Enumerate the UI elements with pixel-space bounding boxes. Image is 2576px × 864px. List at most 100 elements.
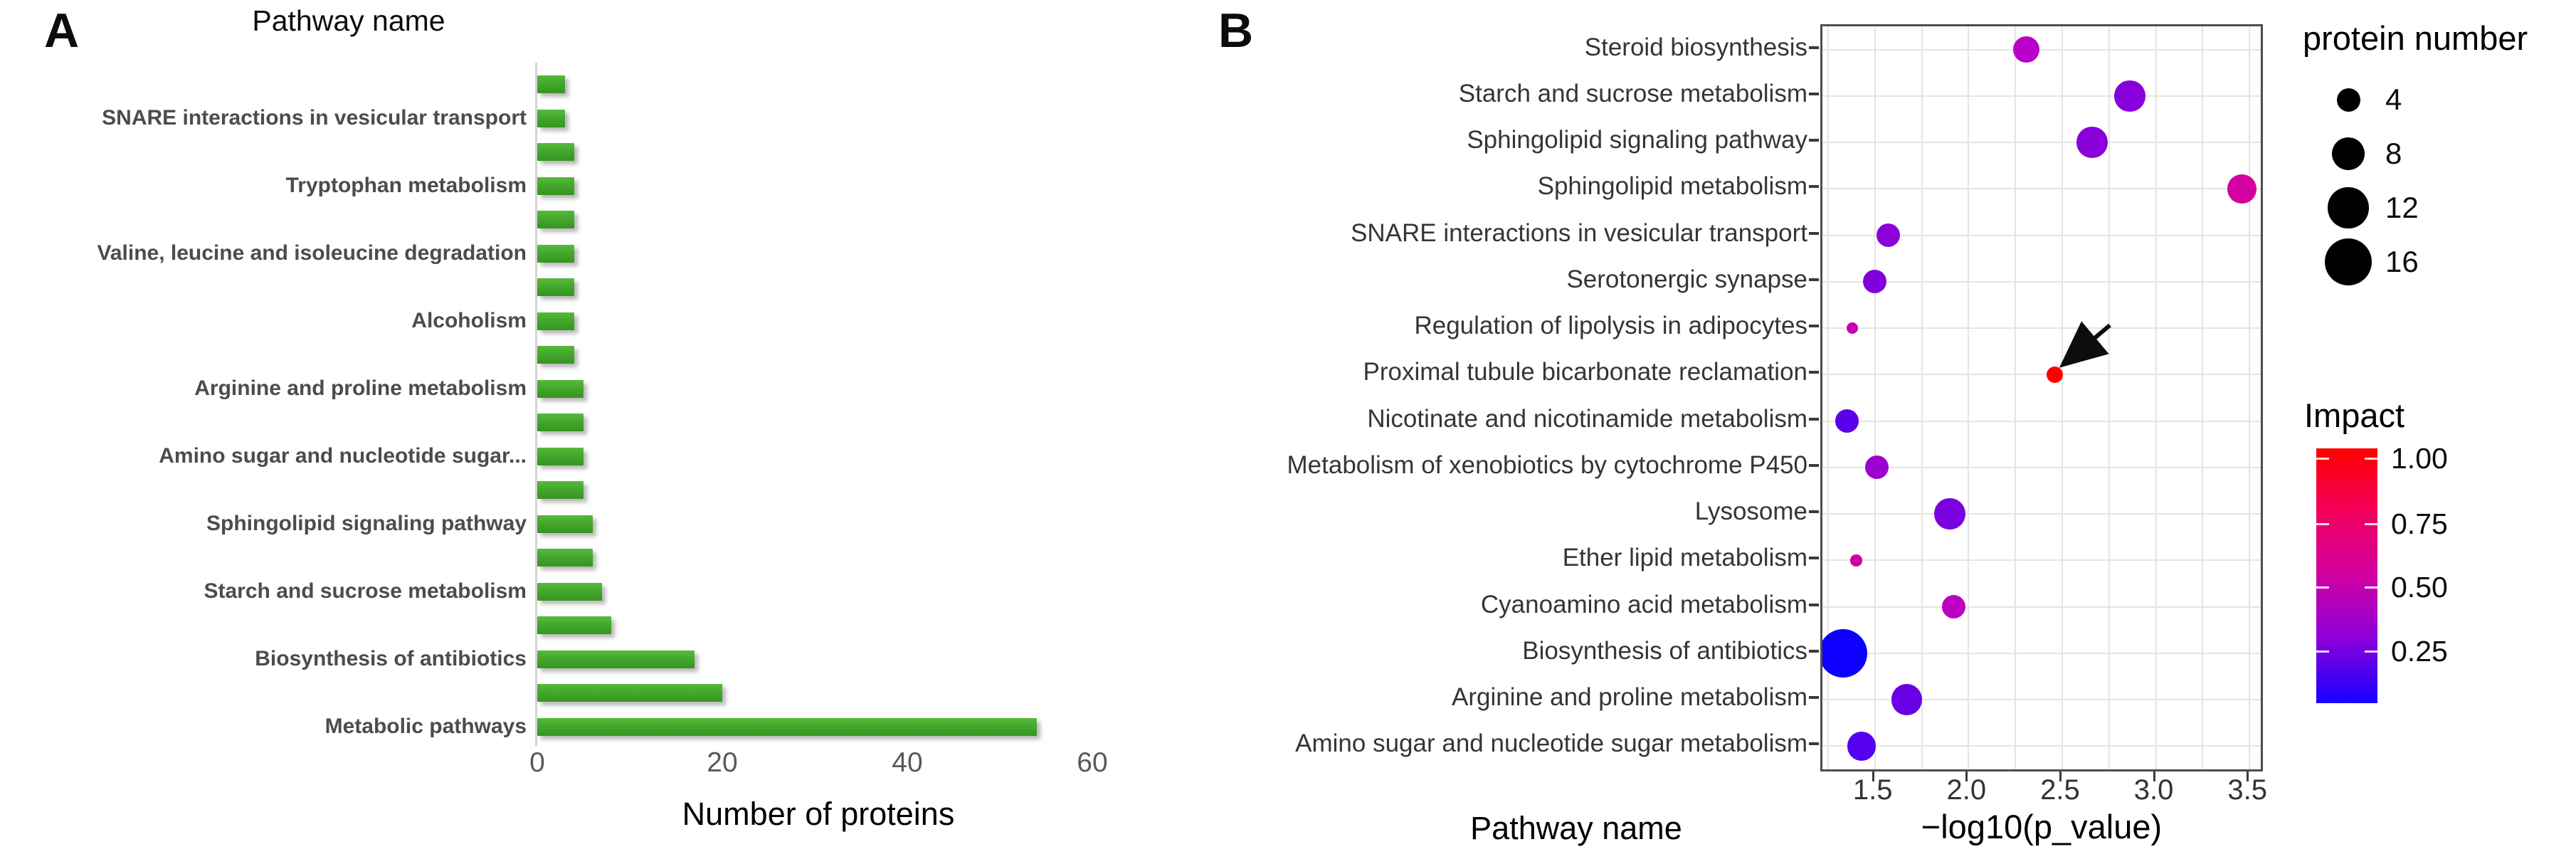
x-tick-mark [1872,771,1874,781]
panel-b-plot-area [1820,24,2263,771]
colorbar-tick-label: 0.25 [2391,634,2448,668]
data-point [2227,174,2256,204]
gridline-horizontal [1822,745,2261,747]
bar-label: Sphingolipid signaling pathway [206,512,527,536]
y-tick-mark [1809,325,1819,328]
size-legend-circle [2336,88,2360,112]
panel-a-y-axis-line [535,63,537,746]
gridline-horizontal [1822,48,2261,51]
bar [537,75,565,94]
bar-label: Valine, leucine and isoleucine degradati… [97,241,527,265]
colorbar-tick-mark [2365,586,2377,589]
bar-label: Metabolic pathways [324,715,527,739]
gridline-vertical [2015,26,2017,769]
data-point [2013,36,2040,63]
x-tick-label: 2.0 [1946,774,1987,806]
data-point [1934,498,1965,530]
gridline-vertical [1874,26,1876,769]
pathway-label: Metabolism of xenobiotics by cytochrome … [1287,451,1807,479]
bar-label: Alcoholism [411,309,527,333]
size-legend-value: 8 [2385,137,2402,170]
gridline-vertical [2155,26,2157,769]
bar [537,177,574,195]
gridline-horizontal [1822,374,2261,376]
y-tick-mark [1809,557,1819,560]
x-tick-mark [2247,771,2249,781]
bar [537,346,574,364]
gridline-horizontal [1822,95,2261,97]
bar [537,413,584,432]
pathway-label: Steroid biosynthesis [1584,33,1807,61]
size-legend-value: 16 [2385,245,2419,278]
y-tick-mark [1809,185,1819,189]
x-tick-label: 3.0 [2133,774,2174,806]
bar [537,278,574,297]
colorbar-tick-mark [2365,650,2377,653]
colorbar-tick-mark [2316,586,2329,589]
panel-b-y-axis-title: Pathway name [1470,810,1682,846]
bar [537,616,611,635]
bar [537,650,695,668]
bar [537,447,584,465]
panel-a-title: Pathway name [252,4,445,37]
data-point [1822,628,1867,678]
bar [537,549,593,567]
colorbar-tick-label: 0.75 [2391,507,2448,540]
gridline-horizontal [1822,652,2261,654]
size-legend-value: 4 [2385,83,2402,116]
pathway-label: Proximal tubule bicarbonate reclamation [1363,358,1808,386]
annotation-arrow [2059,321,2111,368]
bar-label: SNARE interactions in vesicular transpor… [102,106,527,130]
x-tick-mark [2153,771,2155,781]
y-tick-mark [1809,649,1819,653]
bar [537,515,593,533]
pathway-label: Arginine and proline metabolism [1452,683,1807,712]
x-tick-label: 3.5 [2227,774,2267,806]
gridline-horizontal [1822,234,2261,236]
x-tick-label: 1.5 [1852,774,1893,806]
size-legend-circle [2328,187,2369,228]
gridline-horizontal [1822,280,2261,283]
colorbar-tick-mark [2316,458,2329,460]
gridline-vertical [1968,26,1970,769]
color-legend-title: Impact [2304,396,2405,434]
pathway-label: Serotonergic synapse [1566,265,1807,293]
x-tick-label: 2.5 [2040,774,2080,806]
y-tick-mark [1809,278,1819,281]
bar-label: Biosynthesis of antibiotics [255,647,527,671]
pathway-label: SNARE interactions in vesicular transpor… [1351,218,1807,247]
colorbar-tick-mark [2316,522,2329,525]
x-tick-mark [1965,771,1968,781]
pathway-label: Biosynthesis of antibiotics [1522,636,1807,665]
bar [537,379,584,398]
panel-b-x-axis-title: −log10(p_value) [1921,808,2163,845]
pathway-label: Nicotinate and nicotinamide metabolism [1367,404,1807,433]
gridline-horizontal [1822,142,2261,144]
data-point [1863,270,1887,294]
pathway-label: Regulation of lipolysis in adipocytes [1414,312,1807,340]
data-point [1846,322,1859,334]
colorbar-tick-mark [2365,522,2377,525]
y-tick-mark [1809,92,1819,95]
data-point [1941,595,1965,619]
pathway-label: Ether lipid metabolism [1562,544,1807,572]
data-point [2046,366,2064,384]
bar [537,143,574,162]
bar [537,312,574,330]
gridline-horizontal [1822,559,2261,562]
y-tick-mark [1809,46,1819,49]
data-point [2076,127,2108,158]
bar-label: Starch and sucrose metabolism [204,579,527,604]
gridline-horizontal [1822,466,2261,468]
gridline-vertical [2108,26,2110,769]
bar-label: Amino sugar and nucleotide sugar... [159,444,527,468]
y-tick-mark [1809,742,1819,746]
x-tick-label: 60 [1077,747,1108,778]
x-tick-label: 0 [529,747,545,778]
data-point [1850,554,1862,567]
gridline-vertical [2249,26,2251,769]
y-tick-mark [1809,371,1819,374]
size-legend-circle [2331,137,2365,171]
x-tick-mark [2059,771,2062,781]
gridline-horizontal [1822,513,2261,515]
